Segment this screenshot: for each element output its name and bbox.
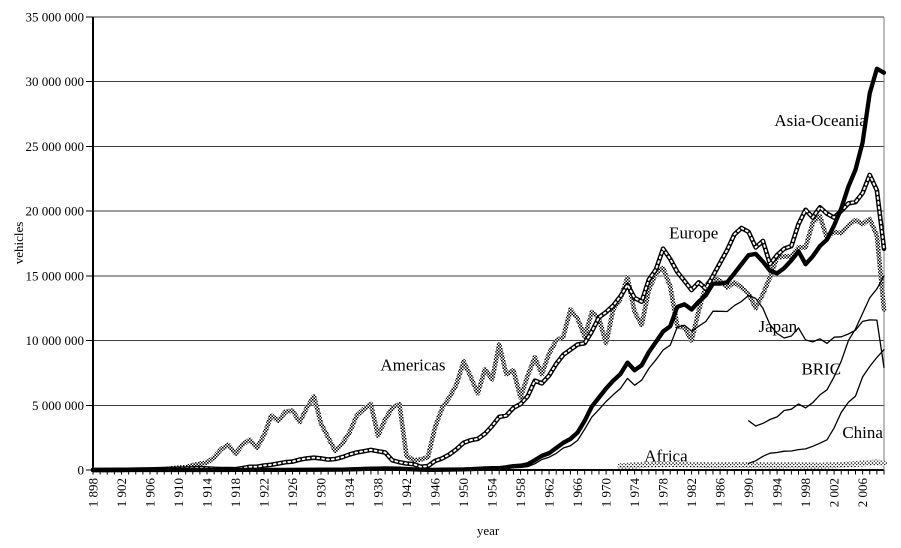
x-tick-label: 1 898	[86, 478, 101, 507]
x-tick-label: 1 978	[656, 478, 671, 507]
x-tick-label: 1 910	[171, 478, 186, 507]
y-tick-label: 30 000 000	[26, 74, 85, 89]
x-tick-label: 1 974	[627, 478, 642, 508]
x-tick-label: 1 934	[342, 478, 357, 508]
annotation-china: China	[842, 423, 883, 442]
series-line-americas	[90, 214, 887, 473]
series-line-africa	[617, 459, 887, 470]
annotation-americas: Americas	[380, 356, 445, 375]
x-tick-label: 1 982	[684, 478, 699, 507]
series-line-europe	[92, 173, 885, 471]
x-tick-label: 1 938	[371, 478, 386, 507]
x-tick-label: 1 994	[770, 478, 785, 508]
y-tick-label: 10 000 000	[26, 333, 85, 348]
series-line-asia-oceania	[90, 66, 887, 473]
annotation-japan: Japan	[758, 317, 797, 336]
x-tick-label: 1 950	[456, 478, 471, 507]
annotation-bric: BRIC	[801, 360, 841, 379]
y-tick-label: 0	[78, 463, 85, 478]
x-tick-label: 1 962	[542, 478, 557, 507]
x-tick-label: 1 966	[570, 478, 585, 508]
x-tick-label: 1 970	[599, 478, 614, 507]
series-line-china	[747, 348, 885, 465]
annotation-asia-oceania: Asia-Oceania	[774, 111, 867, 130]
x-tick-label: 1 954	[485, 478, 500, 508]
x-tick-label: 1 930	[314, 478, 329, 507]
x-tick-label: 1 918	[228, 478, 243, 507]
y-axis-title: vehicles	[11, 221, 26, 265]
x-tick-label: 2 006	[855, 478, 870, 508]
x-tick-label: 2 002	[827, 478, 842, 507]
x-tick-label: 1 902	[114, 478, 129, 507]
y-tick-label: 20 000 000	[26, 204, 85, 219]
x-tick-label: 1 990	[741, 478, 756, 507]
annotation-africa: Africa	[644, 446, 688, 465]
x-tick-label: 1 906	[143, 478, 158, 508]
x-tick-label: 1 998	[798, 478, 813, 507]
x-tick-label: 1 946	[428, 478, 443, 508]
y-tick-label: 25 000 000	[26, 139, 85, 154]
x-axis-title: year	[476, 523, 500, 538]
series-line-japan	[434, 294, 885, 471]
y-tick-label: 35 000 000	[26, 10, 85, 25]
series-line-bric	[747, 275, 885, 427]
x-tick-label: 1 922	[257, 478, 272, 507]
x-tick-label: 1 986	[713, 478, 728, 508]
y-tick-label: 15 000 000	[26, 268, 85, 283]
y-tick-label: 5 000 000	[32, 398, 84, 413]
x-tick-label: 1 958	[513, 478, 528, 507]
x-tick-label: 1 914	[200, 478, 215, 508]
annotation-europe: Europe	[669, 224, 718, 243]
x-tick-label: 1 942	[399, 478, 414, 507]
x-tick-label: 1 926	[285, 478, 300, 508]
